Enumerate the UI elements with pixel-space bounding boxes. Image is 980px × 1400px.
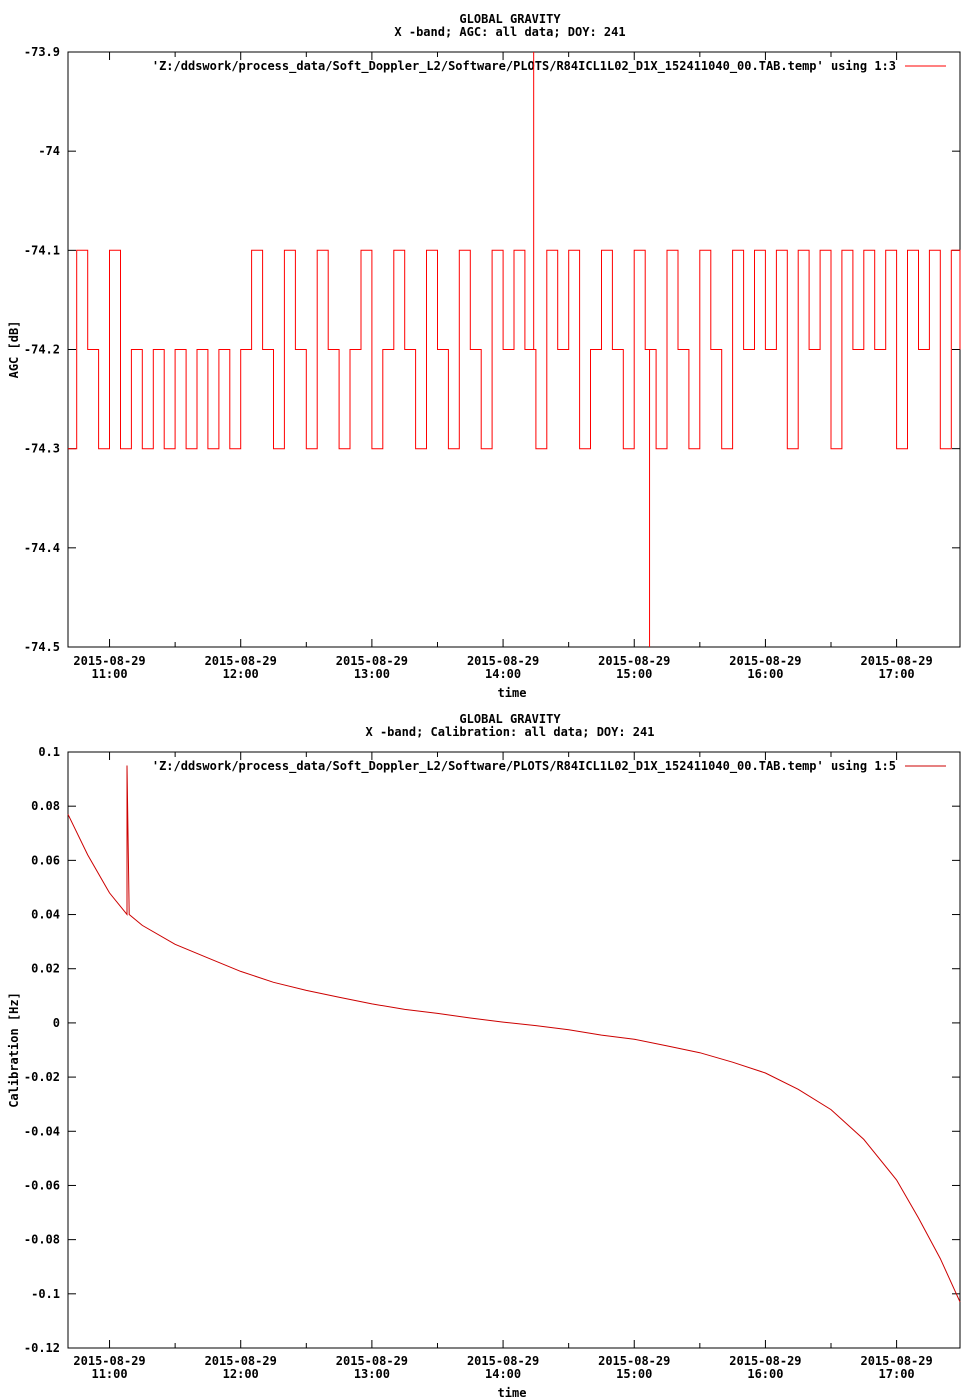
chart-subtitle: X -band; Calibration: all data; DOY: 241 [366,725,655,739]
y-tick-label: -73.9 [24,45,60,59]
x-tick-date: 2015-08-29 [860,654,932,668]
x-tick-time: 11:00 [91,1367,127,1381]
x-tick-date: 2015-08-29 [729,654,801,668]
x-tick-date: 2015-08-29 [467,654,539,668]
y-tick-label: -74.4 [24,541,60,555]
y-axis-label: AGC [dB] [7,321,21,379]
chart-subtitle: X -band; AGC: all data; DOY: 241 [394,25,625,39]
y-tick-label: -0.02 [24,1070,60,1084]
x-tick-date: 2015-08-29 [729,1354,801,1368]
y-tick-label: -0.04 [24,1124,60,1138]
x-tick-time: 17:00 [879,1367,915,1381]
x-tick-date: 2015-08-29 [205,1354,277,1368]
y-tick-label: -74.2 [24,343,60,357]
x-tick-time: 14:00 [485,667,521,681]
y-tick-label: 0.08 [31,799,60,813]
x-tick-date: 2015-08-29 [336,1354,408,1368]
x-tick-date: 2015-08-29 [73,654,145,668]
series-line [68,249,961,450]
legend-entry: 'Z:/ddswork/process_data/Soft_Doppler_L2… [152,759,896,774]
x-tick-time: 15:00 [616,667,652,681]
x-tick-time: 13:00 [354,1367,390,1381]
y-tick-label: -74.1 [24,243,60,257]
y-tick-label: -74.5 [24,640,60,654]
y-tick-label: 0 [53,1016,60,1030]
x-tick-date: 2015-08-29 [205,654,277,668]
x-tick-time: 14:00 [485,1367,521,1381]
x-axis-label: time [498,686,527,700]
y-tick-label: 0.02 [31,962,60,976]
x-tick-time: 12:00 [223,667,259,681]
plot-frame [67,751,961,1349]
x-tick-time: 16:00 [747,1367,783,1381]
x-tick-date: 2015-08-29 [73,1354,145,1368]
legend-entry: 'Z:/ddswork/process_data/Soft_Doppler_L2… [152,59,896,74]
x-tick-time: 15:00 [616,1367,652,1381]
chart-title: GLOBAL GRAVITY [459,712,561,726]
x-tick-time: 11:00 [91,667,127,681]
y-tick-label: -0.06 [24,1178,60,1192]
x-tick-time: 16:00 [747,667,783,681]
y-tick-label: -0.12 [24,1341,60,1355]
y-tick-label: -0.08 [24,1233,60,1247]
y-tick-label: -0.1 [31,1287,60,1301]
x-tick-time: 12:00 [223,1367,259,1381]
series-line [67,765,961,1303]
x-tick-date: 2015-08-29 [598,654,670,668]
chart-title: GLOBAL GRAVITY [459,12,561,26]
x-tick-date: 2015-08-29 [860,1354,932,1368]
x-tick-date: 2015-08-29 [598,1354,670,1368]
y-tick-label: 0.1 [38,745,60,759]
x-tick-date: 2015-08-29 [467,1354,539,1368]
x-tick-time: 17:00 [879,667,915,681]
x-axis-label: time [498,1386,527,1400]
y-tick-label: 0.04 [31,908,60,922]
y-axis-label: Calibration [Hz] [7,992,21,1108]
x-tick-time: 13:00 [354,667,390,681]
y-tick-label: -74.3 [24,442,60,456]
y-tick-label: 0.06 [31,853,60,867]
x-tick-date: 2015-08-29 [336,654,408,668]
y-tick-label: -74 [38,144,60,158]
